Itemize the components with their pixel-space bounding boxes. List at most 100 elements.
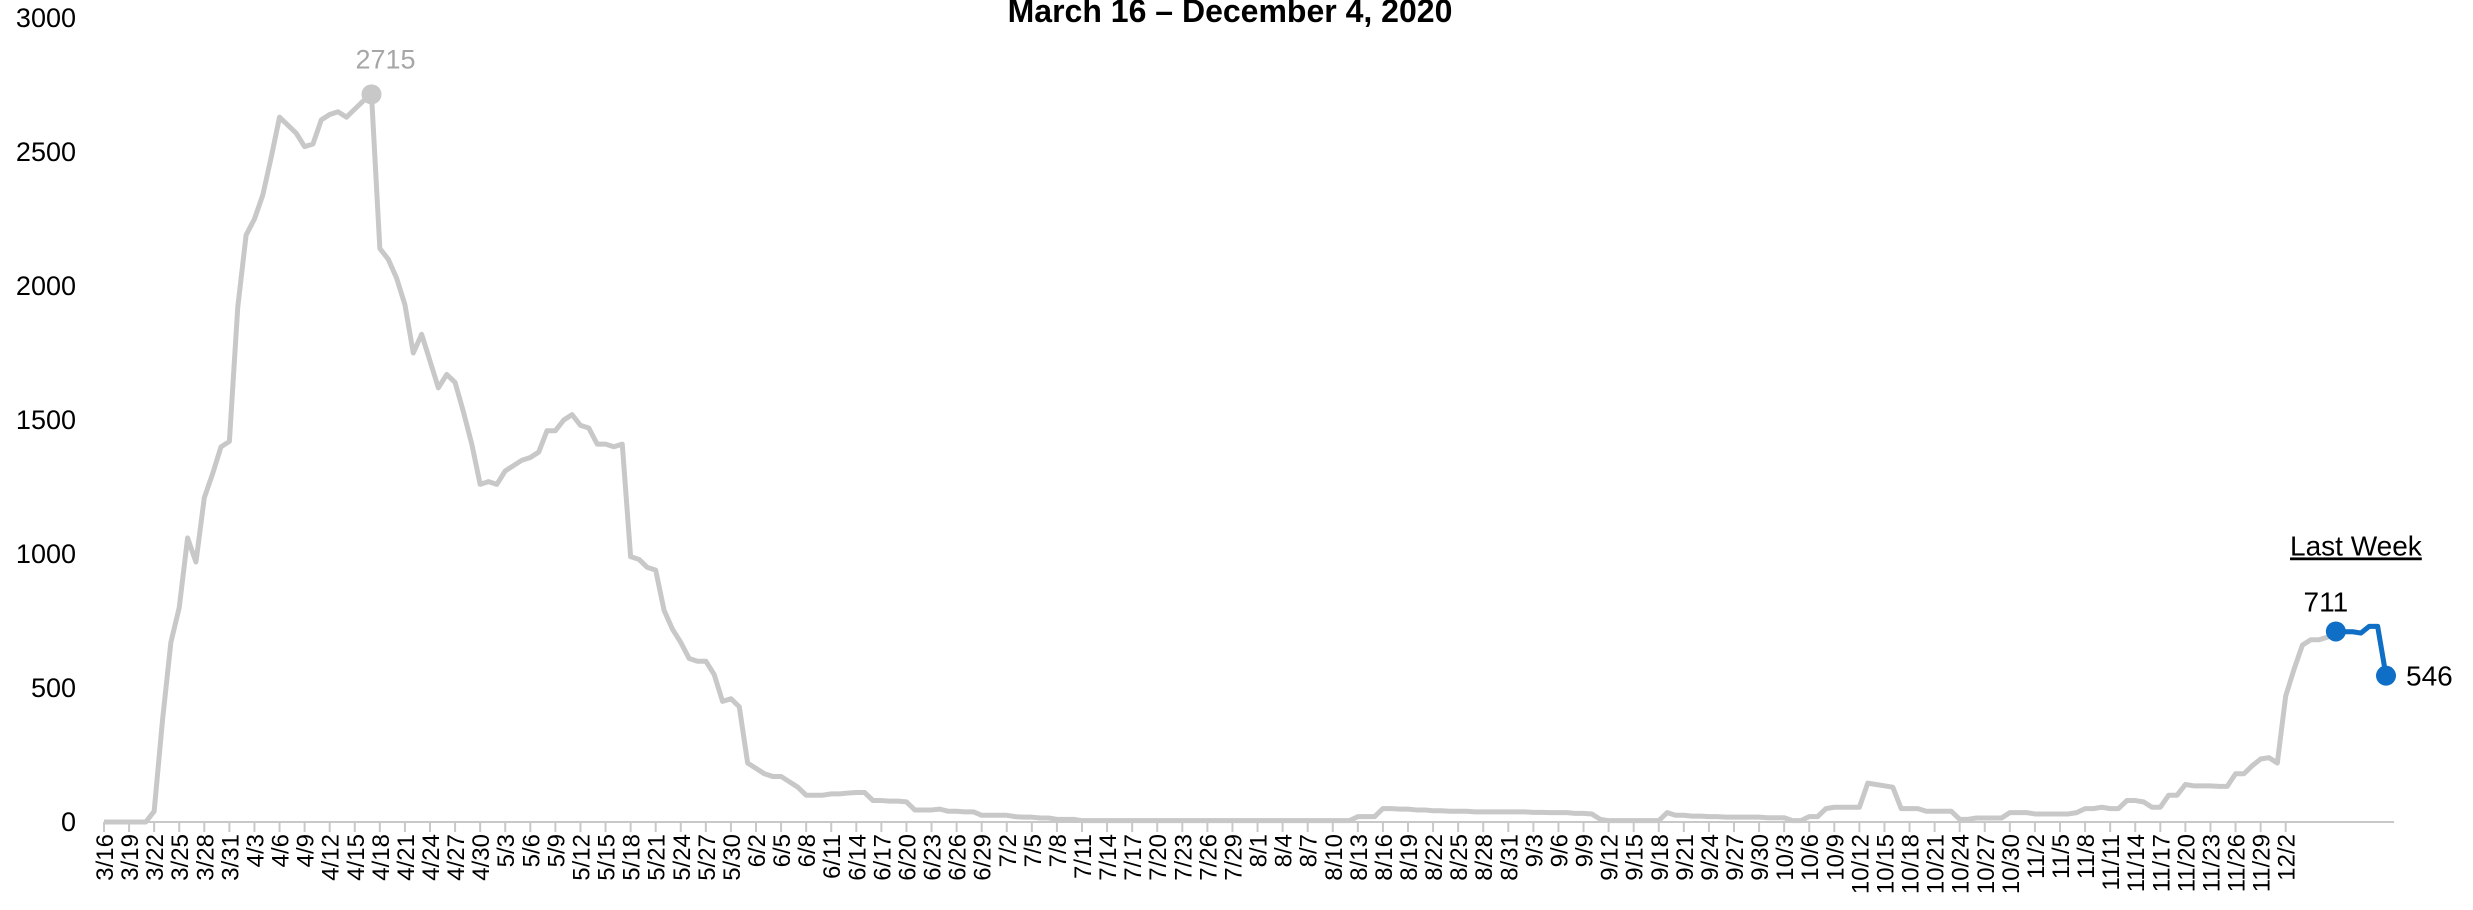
- x-tick-label: 7/20: [1145, 834, 1172, 881]
- x-tick-label: 8/7: [1296, 834, 1323, 867]
- x-tick-label: 9/30: [1747, 834, 1774, 881]
- x-tick-label: 8/1: [1246, 834, 1273, 867]
- x-tick-label: 8/28: [1471, 834, 1498, 881]
- y-tick-label: 2500: [16, 137, 76, 167]
- x-tick-label: 5/24: [669, 834, 696, 881]
- last-week-end-value-label: 546: [2406, 661, 2453, 692]
- x-tick-label: 9/3: [1521, 834, 1548, 867]
- x-tick-label: 7/26: [1195, 834, 1222, 881]
- x-tick-label: 4/3: [242, 834, 269, 867]
- x-tick-label: 5/27: [694, 834, 721, 881]
- annotations: 2715 Last Week 711 546: [355, 44, 2452, 691]
- x-tick-label: 11/17: [2148, 834, 2175, 892]
- x-tick-label: 6/26: [945, 834, 972, 881]
- chart-title: March 16 – December 4, 2020: [1008, 0, 1453, 29]
- peak-value-label: 2715: [355, 44, 415, 74]
- x-tick-label: 5/3: [493, 834, 520, 867]
- x-tick-label: 6/20: [894, 834, 921, 881]
- x-tick-label: 9/18: [1647, 834, 1674, 881]
- x-tick-label: 8/19: [1396, 834, 1423, 881]
- x-tick-label: 9/15: [1622, 834, 1649, 881]
- y-tick-label: 3000: [16, 3, 76, 33]
- x-tick-label: 7/5: [1020, 834, 1047, 867]
- x-tick-label: 10/27: [1973, 834, 2000, 894]
- x-tick-label: 7/23: [1170, 834, 1197, 881]
- x-tick-label: 4/9: [293, 834, 320, 867]
- x-tick-label: 11/14: [2123, 834, 2150, 892]
- x-tick-label: 5/12: [568, 834, 595, 881]
- x-tick-label: 5/18: [619, 834, 646, 881]
- x-tick-label: 8/25: [1446, 834, 1473, 881]
- x-tick-label: 3/28: [192, 834, 219, 881]
- x-tick-label: 9/12: [1597, 834, 1624, 881]
- x-tick-label: 11/20: [2173, 834, 2200, 892]
- x-tick-label: 7/11: [1070, 834, 1097, 879]
- x-tick-label: 11/8: [2073, 834, 2100, 879]
- x-tick-label: 9/27: [1722, 834, 1749, 881]
- x-tick-label: 3/19: [117, 834, 144, 881]
- x-tick-label: 3/25: [167, 834, 194, 881]
- x-tick-label: 3/31: [217, 834, 244, 881]
- y-tick-label: 500: [31, 673, 76, 703]
- x-tick-label: 5/30: [719, 834, 746, 881]
- x-tick-label: 10/21: [1923, 834, 1950, 894]
- x-tick-label: 10/9: [1822, 834, 1849, 881]
- x-tick-label: 10/15: [1872, 834, 1899, 894]
- x-tick-label: 4/30: [468, 834, 495, 881]
- y-axis: 0 500 1000 1500 2000 2500 3000: [16, 3, 76, 837]
- x-tick-label: 10/3: [1772, 834, 1799, 881]
- x-tick-label: 11/23: [2198, 834, 2225, 892]
- x-tick-label: 7/29: [1220, 834, 1247, 881]
- x-tick-label: 3/22: [142, 834, 169, 881]
- x-tick-label: 10/18: [1898, 834, 1925, 894]
- x-tick-label: 4/21: [393, 834, 420, 881]
- last-week-label: Last Week: [2290, 530, 2423, 561]
- x-tick-label: 4/15: [343, 834, 370, 881]
- x-tick-label: 9/24: [1697, 834, 1724, 881]
- x-tick-label: 7/17: [1120, 834, 1147, 881]
- last-week-start-value-label: 711: [2304, 586, 2349, 617]
- x-tick-label: 8/13: [1346, 834, 1373, 881]
- peak-marker: [361, 84, 382, 105]
- last-week-end-marker: [2376, 665, 2396, 686]
- x-tick-label: 5/9: [543, 834, 570, 867]
- x-tick-label: 9/9: [1572, 834, 1599, 867]
- x-tick-label: 10/12: [1847, 834, 1874, 894]
- y-tick-label: 0: [61, 807, 76, 837]
- x-tick-label: 7/2: [995, 834, 1022, 867]
- y-tick-label: 2000: [16, 271, 76, 301]
- x-tick-label: 8/10: [1321, 834, 1348, 881]
- x-tick-label: 9/6: [1546, 834, 1573, 867]
- x-tick-label: 6/14: [844, 834, 871, 881]
- plot-area: [104, 84, 2396, 825]
- x-tick-label: 6/23: [920, 834, 947, 881]
- x-tick-label: 4/24: [418, 834, 445, 881]
- x-tick-label: 3/16: [92, 834, 119, 881]
- x-tick-label: 6/5: [769, 834, 796, 867]
- x-tick-label: 5/6: [518, 834, 545, 867]
- x-tick-label: 8/31: [1496, 834, 1523, 881]
- x-tick-label: 11/11: [2098, 834, 2125, 891]
- x-tick-label: 8/16: [1371, 834, 1398, 881]
- x-tick-label: 12/2: [2274, 834, 2301, 881]
- x-tick-label: 10/24: [1948, 834, 1975, 894]
- series-line-daily: [104, 91, 2389, 825]
- x-tick-label: 8/4: [1271, 834, 1298, 867]
- x-tick-label: 11/29: [2249, 834, 2276, 892]
- last-week-start-marker: [2325, 621, 2346, 642]
- x-tick-label: 4/18: [368, 834, 395, 881]
- x-tick-label: 7/8: [1045, 834, 1072, 867]
- x-tick-label: 6/8: [794, 834, 821, 867]
- x-axis: 3/163/193/223/253/283/314/34/64/94/124/1…: [92, 821, 2394, 894]
- y-tick-label: 1500: [16, 405, 76, 435]
- x-tick-label: 5/21: [644, 834, 671, 881]
- x-tick-label: 11/26: [2224, 834, 2251, 892]
- x-tick-label: 6/29: [970, 834, 997, 881]
- x-tick-label: 8/22: [1421, 834, 1448, 881]
- y-tick-label: 1000: [16, 539, 76, 569]
- x-tick-label: 6/2: [744, 834, 771, 867]
- x-tick-label: 4/27: [443, 834, 470, 881]
- x-tick-label: 6/11: [819, 834, 846, 879]
- x-tick-label: 4/6: [268, 834, 295, 867]
